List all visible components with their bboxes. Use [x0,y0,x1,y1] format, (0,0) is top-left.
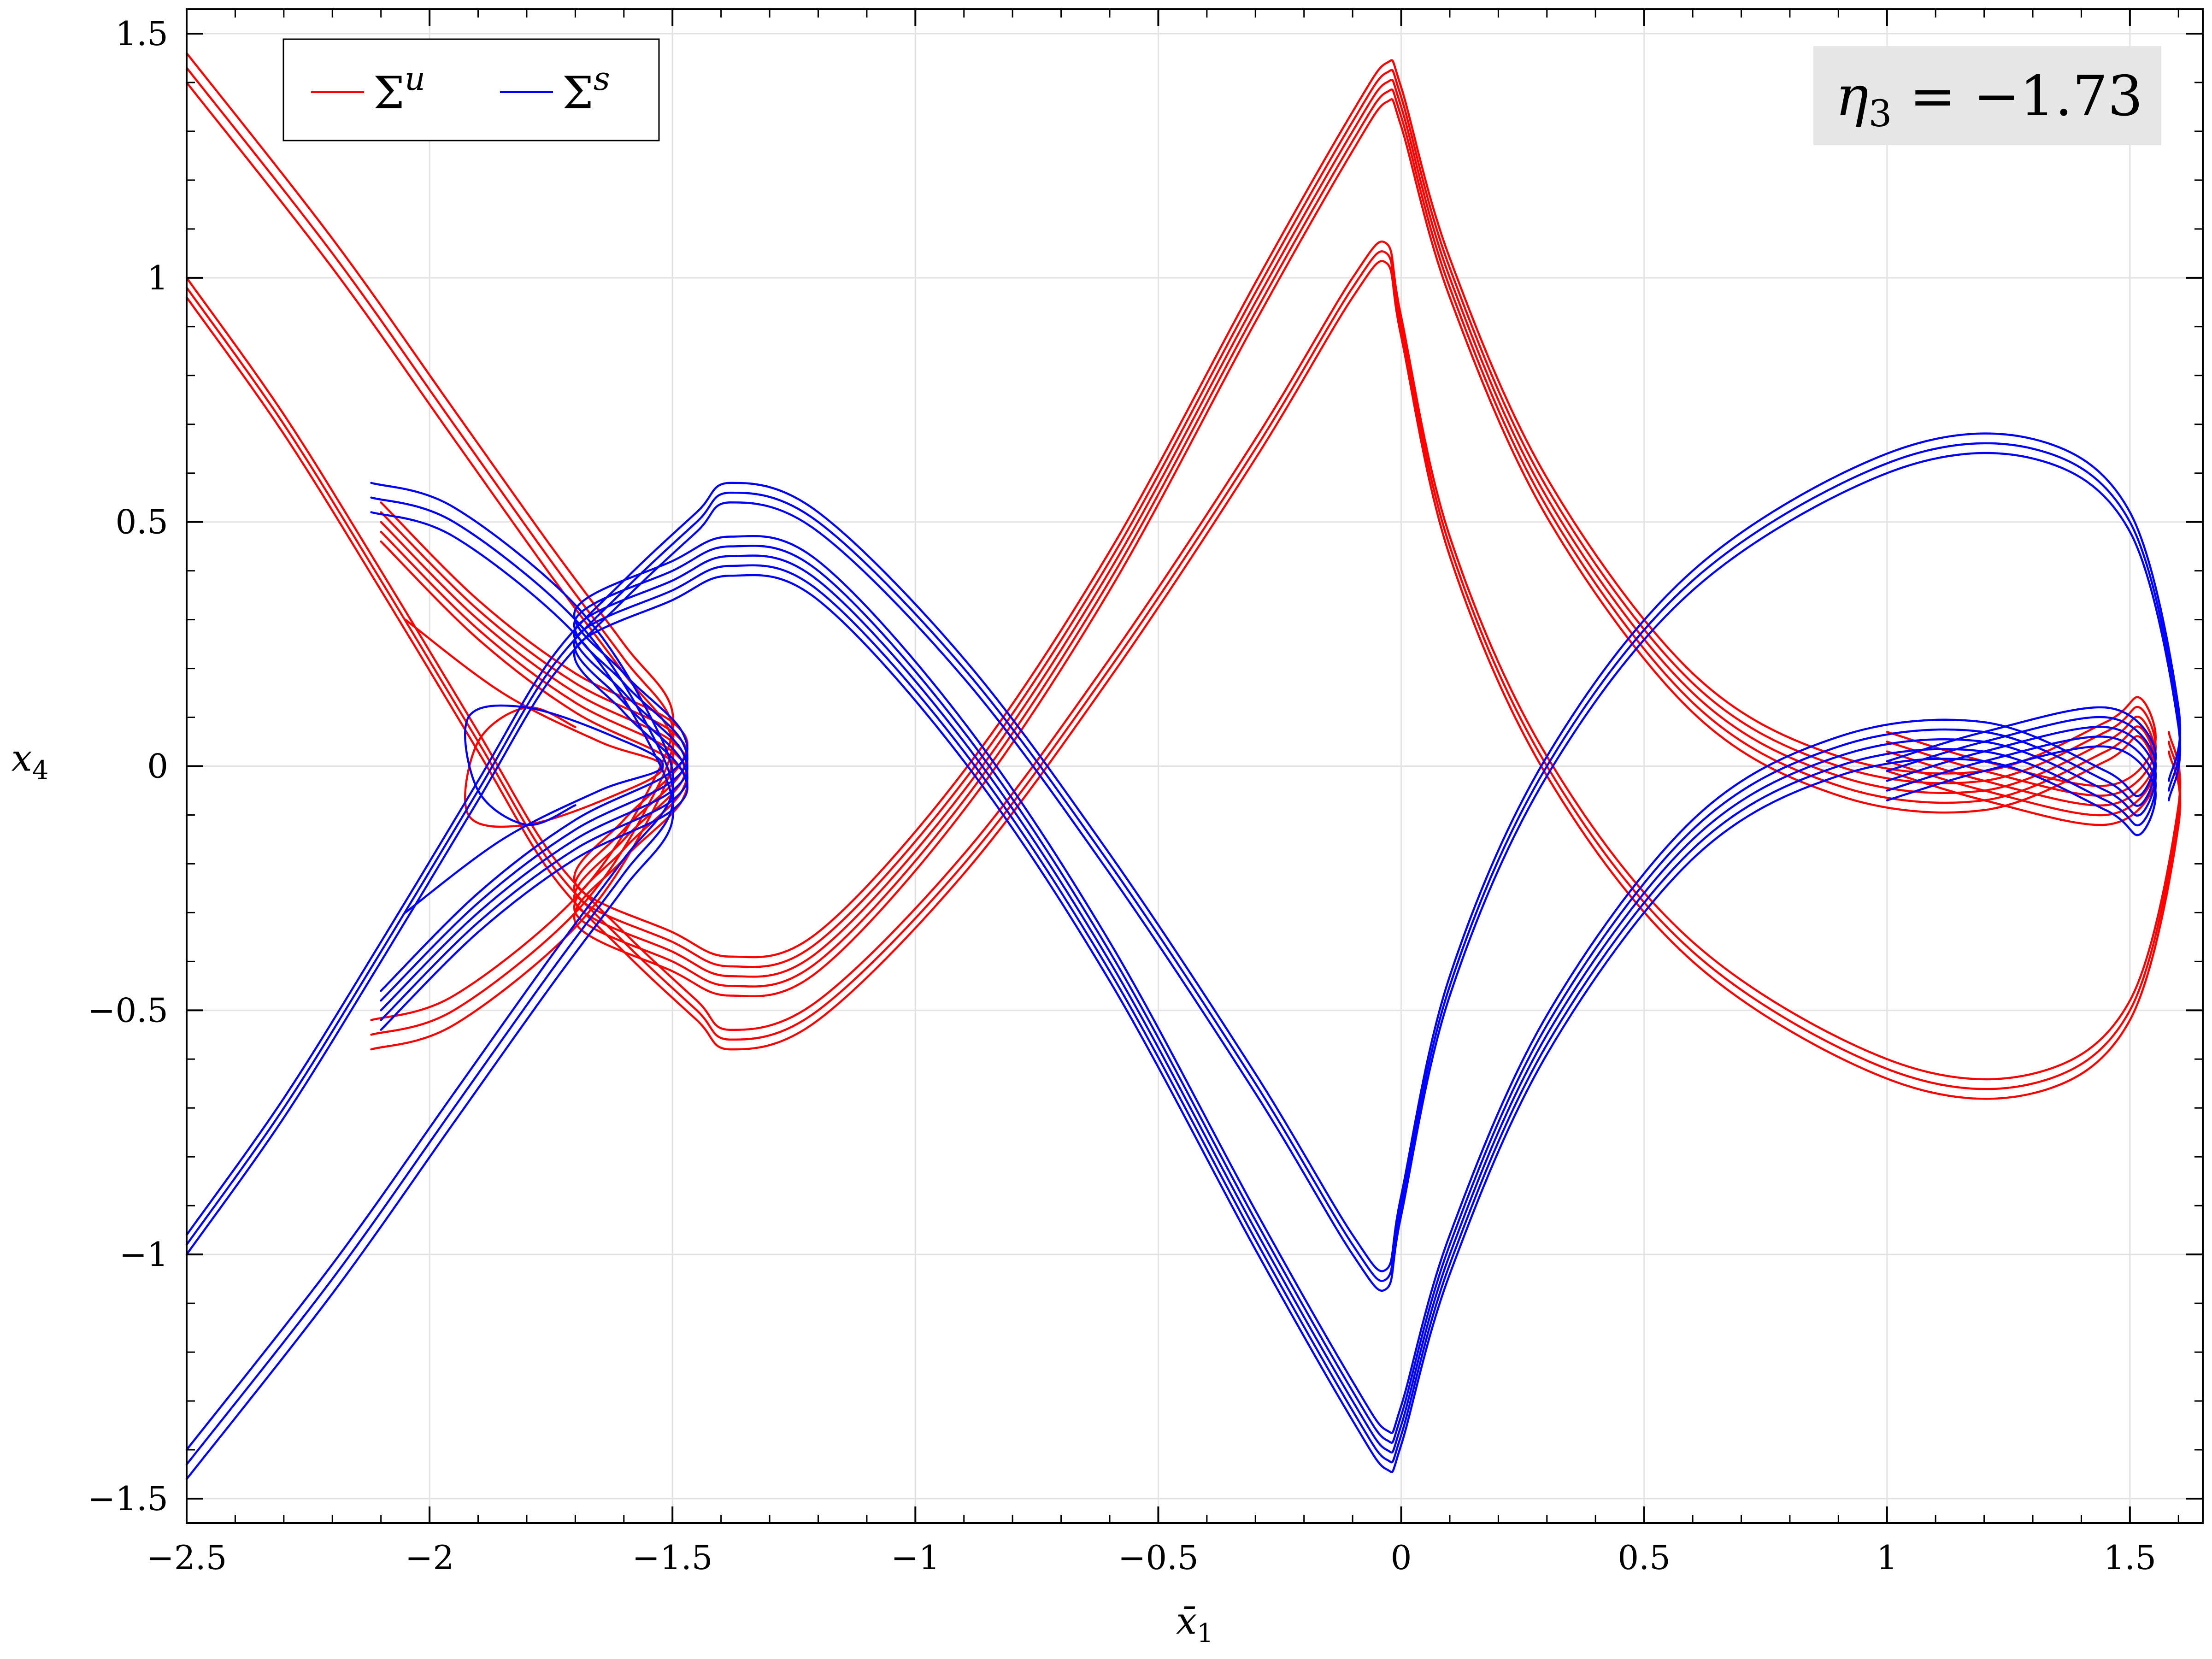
series-1-center-trough-band-2 [380,554,2157,1454]
legend-label-stable-symbol: Σ [562,67,594,119]
annotation-text: η3 = −1.73 [1835,65,2143,135]
x-axis-label-main: x̄ [1176,1600,1197,1642]
x-axis-label: x̄1 [1176,1600,1213,1648]
series-1-center-trough-band-3 [380,545,2157,1444]
x-tick-label-2: −1.5 [632,1538,713,1577]
y-tick-label-3: 0 [147,747,168,786]
annotation-box [1813,46,2161,145]
series-1-center-trough-band-0 [380,574,2157,1473]
x-axis-label-sub: 1 [1197,1618,1213,1648]
series-unstable-manifold [185,52,2181,1100]
series-1-left-lower-band-0 [185,511,675,1480]
y-axis-label: x4 [12,737,49,786]
x-tick-label-4: −0.5 [1118,1538,1199,1577]
series-1-left-lower-band-1 [185,496,675,1466]
series-1-center-trough-band-4 [380,535,2157,1434]
x-tick-label-3: −1 [891,1538,940,1577]
series-0-left-lower-band-1 [185,250,2181,1090]
plot-curves [185,52,2181,1480]
axis-ticks [186,9,2203,1523]
parameter-annotation: η3 = −1.73 [1813,46,2161,145]
series-1-left-spiral-0 [404,704,664,914]
legend-label-stable: Σs [562,60,610,119]
series-0-left-lower-band-0 [185,260,2181,1100]
annotation-value: = −1.73 [1892,65,2143,129]
x-tick-label-0: −2.5 [147,1538,227,1577]
y-tick-label-2: −0.5 [88,991,168,1030]
series-1-left-upper-band-1 [185,442,2181,1282]
series-0-center-peak-band-3 [380,69,2157,968]
x-tick-label-7: 1 [1877,1538,1898,1577]
annotation-sub: 3 [1869,92,1892,135]
series-0-center-peak-band-4 [380,59,2157,959]
legend-label-unstable-sup: u [405,60,425,98]
y-axis-label-main: x [12,737,32,780]
y-axis-label-sub: 4 [32,756,49,786]
series-0-left-spiral-0 [404,618,664,828]
x-tick-label-1: −2 [405,1538,454,1577]
series-0-left-upper-band-2 [185,52,675,1021]
series-1-left-upper-band-2 [185,432,2181,1272]
legend-label-unstable-symbol: Σ [373,67,405,119]
series-0-center-peak-band-2 [380,78,2157,978]
series-0-center-peak-band-0 [380,98,2157,997]
y-tick-label-6: 1.5 [115,14,168,53]
y-tick-label-0: −1.5 [88,1479,168,1518]
x-tick-label-5: 0 [1391,1538,1412,1577]
series-1-left-lower-band-2 [185,482,675,1451]
series-1-center-trough-band-1 [380,564,2157,1464]
y-tick-label-4: 0.5 [115,503,168,541]
series-0-left-lower-band-2 [185,241,2181,1081]
y-tick-label-1: −1 [119,1235,168,1274]
x-tick-label-8: 1.5 [2104,1538,2157,1577]
annotation-symbol: η [1835,65,1869,129]
series-0-left-upper-band-1 [185,66,675,1036]
series-stable-manifold [185,432,2181,1480]
x-tick-label-6: 0.5 [1618,1538,1671,1577]
y-tick-label-5: 1 [147,259,168,297]
legend-box [282,38,660,141]
legend: Σu Σs [282,38,660,141]
axis-tick-labels: −2.5 −2 −1.5 −1 −0.5 0 0.5 1 1.5 −1.5 −1 −0.5 0 0.5 1 1… [88,14,2156,1577]
series-0-center-peak-band-1 [380,88,2157,988]
series-1-left-upper-band-0 [185,452,2181,1292]
legend-label-unstable: Σu [373,60,425,119]
legend-label-stable-sup: s [594,60,610,98]
